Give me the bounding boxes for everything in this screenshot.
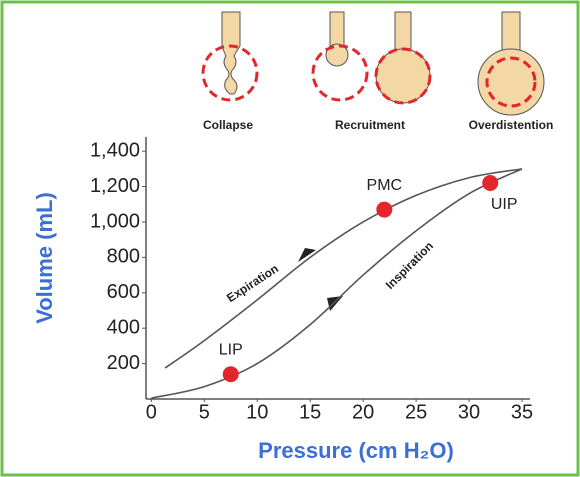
y-axis-label: Volume (mL) [32, 192, 57, 324]
x-tick-label: 15 [299, 401, 321, 423]
stage-label: Overdistention [469, 118, 554, 132]
y-tick-label: 600 [107, 281, 140, 303]
x-tick-label: 25 [405, 401, 427, 423]
stage-icons [201, 11, 545, 116]
marker-label: UIP [491, 196, 518, 213]
y-tick-label: 800 [107, 246, 140, 268]
x-tick-label: 0 [146, 401, 157, 423]
x-tick-label: 20 [352, 401, 374, 423]
dashed-circle [485, 56, 537, 108]
dashed-circle [201, 44, 259, 102]
marker-label: LIP [219, 341, 243, 358]
marker [482, 175, 499, 192]
y-tick-label: 1,000 [90, 210, 140, 232]
marker [222, 366, 239, 383]
curve [151, 168, 523, 399]
x-tick-label: 5 [199, 401, 210, 423]
x-tick-label: 10 [246, 401, 268, 423]
dashed-circle [374, 47, 432, 105]
x-tick-label: 35 [511, 401, 533, 423]
inspiration-arrow [327, 296, 343, 311]
expiration-arrow [298, 248, 316, 262]
collapsed-airway [221, 11, 241, 95]
alveolus [325, 43, 349, 67]
marker [376, 201, 393, 218]
airway [501, 11, 521, 53]
y-tick-label: 1,200 [90, 175, 140, 197]
y-tick-label: 400 [107, 316, 140, 338]
stage-label: Collapse [203, 118, 253, 132]
dashed-circle [311, 44, 369, 102]
x-tick-label: 30 [458, 401, 480, 423]
stage-label: Recruitment [335, 118, 405, 132]
x-axis-label: Pressure (cm H₂O) [258, 438, 454, 463]
y-tick-label: 1,400 [90, 139, 140, 161]
y-tick-label: 200 [107, 352, 140, 374]
curve [164, 168, 523, 369]
airway [394, 11, 412, 53]
marker-label: PMC [367, 177, 403, 194]
